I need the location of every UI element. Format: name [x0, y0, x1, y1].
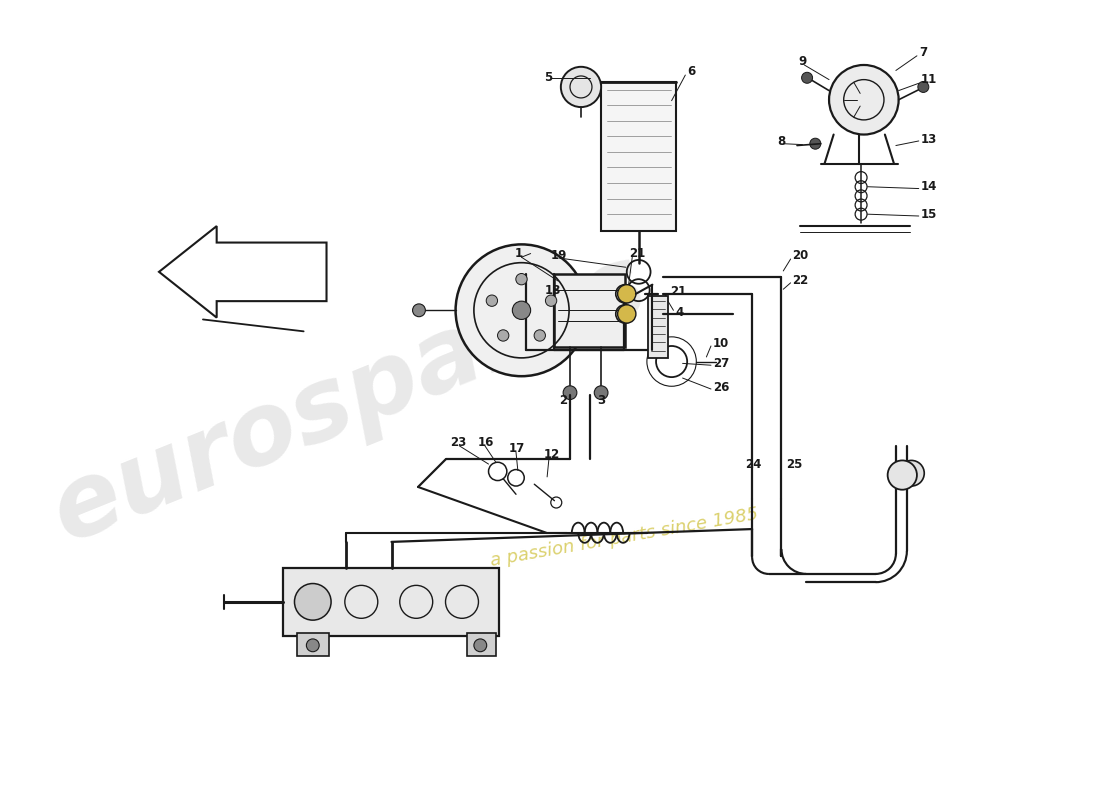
Circle shape	[810, 138, 821, 149]
Text: 26: 26	[713, 381, 729, 394]
Circle shape	[563, 386, 576, 399]
Text: 8: 8	[777, 135, 785, 148]
Circle shape	[546, 295, 557, 306]
Text: 24: 24	[745, 458, 761, 470]
Circle shape	[513, 301, 530, 319]
Text: 25: 25	[786, 458, 802, 470]
Circle shape	[594, 386, 608, 399]
Circle shape	[888, 461, 917, 490]
Text: 22: 22	[792, 274, 808, 286]
Circle shape	[516, 274, 527, 285]
Text: 13: 13	[921, 133, 937, 146]
Circle shape	[917, 82, 928, 93]
Text: 20: 20	[792, 249, 808, 262]
Circle shape	[617, 305, 636, 323]
Text: 2: 2	[559, 394, 568, 406]
Text: eurospares: eurospares	[39, 237, 661, 563]
Circle shape	[412, 304, 426, 317]
Circle shape	[295, 583, 331, 620]
Text: 27: 27	[713, 357, 729, 370]
Text: 9: 9	[798, 55, 806, 68]
Text: 21: 21	[629, 247, 646, 260]
Circle shape	[535, 330, 546, 341]
Bar	[297, 634, 329, 656]
Bar	[466, 634, 496, 656]
Text: 21: 21	[670, 286, 686, 298]
Text: 23: 23	[450, 436, 466, 449]
Circle shape	[474, 639, 486, 652]
Text: 11: 11	[921, 73, 937, 86]
Text: 19: 19	[551, 249, 568, 262]
Bar	[553, 274, 625, 347]
Text: 14: 14	[921, 180, 937, 194]
Circle shape	[899, 461, 924, 486]
Circle shape	[561, 67, 601, 107]
Bar	[601, 82, 676, 230]
Circle shape	[497, 330, 509, 341]
Text: 12: 12	[543, 449, 560, 462]
Circle shape	[307, 639, 319, 652]
Text: 6: 6	[688, 65, 695, 78]
Text: 15: 15	[921, 208, 937, 221]
Text: 4: 4	[675, 306, 683, 318]
Bar	[284, 567, 498, 636]
Text: 10: 10	[713, 337, 729, 350]
Text: 7: 7	[918, 46, 927, 58]
Text: 5: 5	[544, 71, 552, 84]
Circle shape	[802, 72, 813, 83]
Bar	[648, 296, 668, 358]
Text: 3: 3	[597, 394, 606, 406]
Circle shape	[829, 65, 899, 134]
Circle shape	[455, 244, 587, 376]
Circle shape	[486, 295, 497, 306]
Text: a passion for parts since 1985: a passion for parts since 1985	[488, 505, 759, 570]
Text: 17: 17	[508, 442, 525, 455]
Text: 1: 1	[515, 247, 524, 260]
Text: 16: 16	[477, 436, 494, 449]
Circle shape	[617, 285, 636, 303]
Text: 18: 18	[544, 284, 561, 297]
